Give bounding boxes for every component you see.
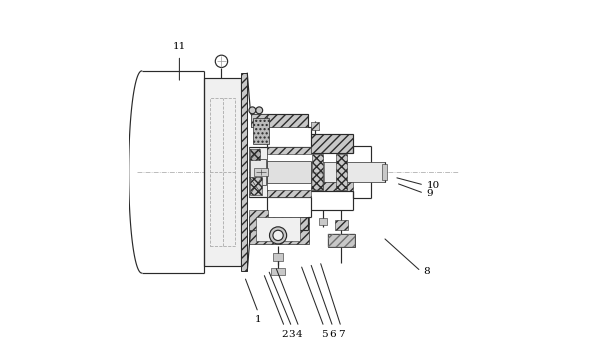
- Bar: [210, 98, 235, 246]
- Text: 1: 1: [255, 315, 262, 324]
- Circle shape: [256, 107, 263, 114]
- Text: 5: 5: [320, 330, 327, 338]
- Bar: [250, 159, 266, 185]
- Bar: [249, 147, 267, 197]
- Bar: [251, 115, 308, 127]
- Text: 4: 4: [296, 330, 302, 338]
- Bar: [241, 73, 247, 271]
- Bar: [311, 122, 319, 130]
- Text: 11: 11: [173, 42, 186, 51]
- Bar: [253, 118, 269, 144]
- Text: 10: 10: [427, 181, 440, 190]
- Bar: [251, 217, 308, 229]
- Circle shape: [273, 230, 283, 240]
- Bar: [256, 217, 301, 240]
- Circle shape: [269, 227, 287, 244]
- Circle shape: [215, 55, 227, 67]
- Text: 8: 8: [424, 267, 430, 276]
- Bar: [273, 252, 283, 261]
- Bar: [267, 147, 311, 154]
- Bar: [335, 220, 347, 229]
- Text: 9: 9: [427, 189, 433, 198]
- Bar: [254, 168, 268, 176]
- Text: 2: 2: [281, 330, 288, 338]
- Bar: [250, 177, 262, 195]
- Bar: [311, 134, 353, 153]
- Bar: [313, 154, 323, 190]
- Text: 7: 7: [338, 330, 344, 338]
- Bar: [249, 217, 309, 244]
- Bar: [267, 161, 311, 183]
- Text: 6: 6: [329, 330, 336, 338]
- Bar: [311, 162, 385, 182]
- Bar: [267, 190, 311, 197]
- Bar: [328, 234, 355, 247]
- Bar: [250, 149, 260, 160]
- Bar: [319, 218, 327, 225]
- Bar: [204, 78, 241, 266]
- Bar: [249, 210, 268, 229]
- Bar: [313, 173, 323, 190]
- Text: 3: 3: [289, 330, 295, 338]
- Bar: [328, 234, 355, 247]
- Bar: [311, 172, 353, 191]
- Bar: [251, 115, 267, 127]
- Bar: [271, 268, 285, 275]
- Circle shape: [249, 107, 256, 114]
- Bar: [337, 154, 347, 190]
- Bar: [251, 217, 267, 229]
- Bar: [382, 164, 386, 180]
